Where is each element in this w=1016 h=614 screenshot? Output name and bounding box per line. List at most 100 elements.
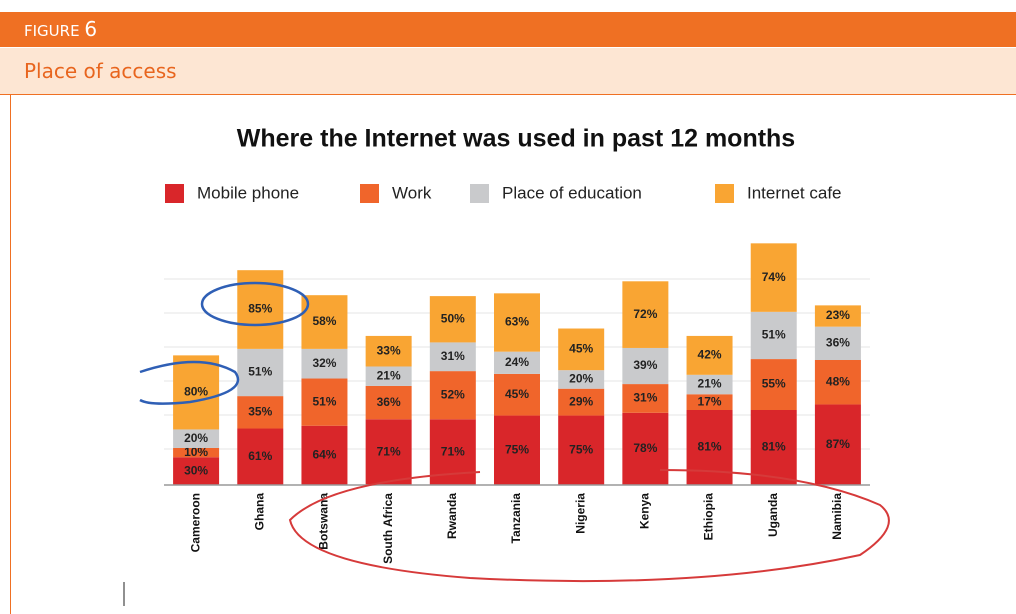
- value-label: 71%: [377, 444, 401, 458]
- bar-segment: [494, 293, 540, 352]
- value-label: 58%: [312, 314, 336, 328]
- value-label: 80%: [184, 385, 208, 399]
- annotation-ellipse: [200, 281, 310, 327]
- value-label: 35%: [248, 404, 272, 418]
- left-rule: [10, 95, 11, 614]
- value-label: 33%: [377, 343, 401, 357]
- value-label: 32%: [312, 356, 336, 370]
- value-label: 29%: [569, 394, 593, 408]
- value-label: 39%: [633, 358, 657, 372]
- figure-label: FIGURE: [24, 22, 80, 40]
- figure-bar: FIGURE 6: [0, 12, 1016, 47]
- figure-title: Place of access: [24, 59, 177, 83]
- legend-label: Internet cafe: [747, 183, 842, 202]
- value-label: 71%: [441, 444, 465, 458]
- bar-segment: [429, 342, 476, 372]
- bar-segment: [686, 335, 733, 375]
- value-label: 17%: [698, 394, 722, 408]
- value-label: 50%: [441, 311, 465, 325]
- bar-segment: [686, 374, 733, 395]
- value-label: 45%: [569, 342, 593, 356]
- value-label: 51%: [248, 365, 272, 379]
- bar-segment: [301, 378, 348, 426]
- value-label: 48%: [826, 374, 850, 388]
- value-label: 74%: [762, 270, 786, 284]
- legend-label: Mobile phone: [197, 183, 299, 202]
- bar-segment: [814, 305, 861, 327]
- value-label: 87%: [826, 437, 850, 451]
- value-label: 20%: [569, 372, 593, 386]
- x-tick-label: Rwanda: [445, 493, 459, 539]
- bar-segment: [173, 355, 220, 430]
- bar-segment: [686, 394, 733, 410]
- legend-swatch: [715, 184, 734, 203]
- annotation-ellipse: [139, 360, 240, 405]
- bar-segment: [622, 281, 669, 348]
- value-label: 51%: [762, 328, 786, 342]
- legend-swatch: [470, 184, 489, 203]
- figure-title-bar: Place of access: [0, 48, 1016, 95]
- figure-number: 6: [84, 17, 98, 41]
- x-tick-label: Ethiopia: [702, 493, 716, 541]
- value-label: 23%: [826, 308, 850, 322]
- bar-segment: [301, 425, 348, 485]
- value-label: 52%: [441, 387, 465, 401]
- value-label: 24%: [505, 355, 529, 369]
- value-label: 85%: [248, 302, 272, 316]
- bar-segment: [622, 412, 669, 485]
- bar-segment: [365, 385, 412, 420]
- legend-swatch: [165, 184, 184, 203]
- bar-segment: [365, 335, 412, 367]
- legend-label: Work: [392, 183, 432, 202]
- value-label: 31%: [441, 349, 465, 363]
- bar-segment: [814, 404, 861, 485]
- legend-swatch: [360, 184, 379, 203]
- value-label: 75%: [505, 442, 529, 456]
- value-label: 20%: [184, 431, 208, 445]
- value-label: 55%: [762, 377, 786, 391]
- bar-segment: [814, 360, 861, 405]
- value-label: 61%: [248, 449, 272, 463]
- bar-segment: [365, 419, 412, 485]
- bar-segment: [622, 384, 669, 413]
- x-tick-label: Botswana: [317, 493, 331, 550]
- bar-segment: [494, 351, 540, 374]
- value-label: 42%: [698, 348, 722, 362]
- value-label: 51%: [312, 394, 336, 408]
- bar-segment: [429, 296, 476, 343]
- value-label: 31%: [633, 391, 657, 405]
- bar-segment: [558, 328, 605, 371]
- x-tick-label: Kenya: [638, 493, 652, 529]
- bar-segment: [301, 348, 348, 379]
- value-label: 10%: [184, 445, 208, 459]
- x-tick-label: Cameroon: [188, 493, 202, 552]
- bar-segment: [237, 396, 284, 429]
- bar-segment: [750, 359, 797, 410]
- bar-segment: [365, 366, 412, 386]
- bar-segment: [558, 388, 605, 416]
- bar-segment: [237, 348, 284, 397]
- bar-segment: [622, 347, 669, 385]
- x-tick-label: Namibia: [830, 493, 844, 540]
- value-label: 75%: [569, 442, 593, 456]
- x-tick-label: Uganda: [766, 493, 780, 537]
- bar-segment: [750, 311, 797, 360]
- bar-segment: [173, 457, 220, 485]
- value-label: 45%: [505, 387, 529, 401]
- value-label: 78%: [633, 441, 657, 455]
- value-label: 21%: [698, 377, 722, 391]
- value-label: 30%: [184, 463, 208, 477]
- bar-segment: [750, 243, 797, 312]
- bar-segment: [429, 371, 476, 420]
- bar-segment: [173, 447, 220, 458]
- value-label: 72%: [633, 307, 657, 321]
- value-label: 21%: [377, 368, 401, 382]
- value-label: 64%: [312, 448, 336, 462]
- value-label: 81%: [762, 440, 786, 454]
- bar-segment: [558, 415, 605, 485]
- legend-label: Place of education: [502, 183, 642, 202]
- bar-segment: [750, 410, 797, 485]
- bar-segment: [558, 370, 605, 389]
